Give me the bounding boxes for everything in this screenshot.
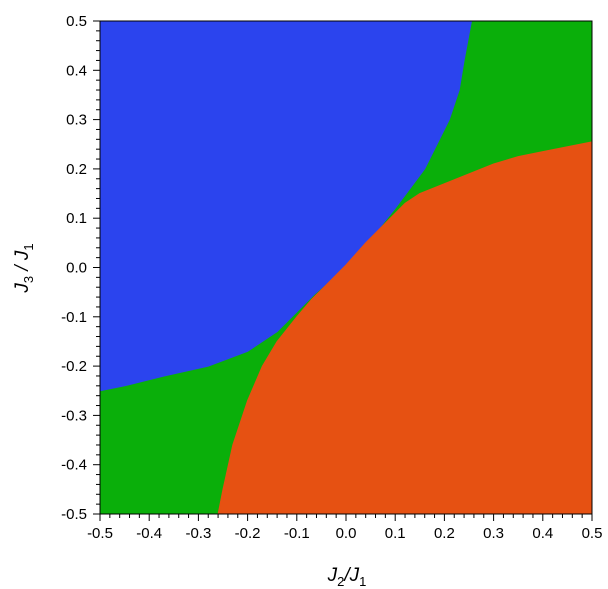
y-tick-label: 0.0	[66, 260, 87, 277]
y-tick-label: 0.1	[66, 210, 87, 227]
y-tick-label: -0.5	[61, 506, 87, 523]
x-tick-label: 0.3	[483, 525, 504, 542]
x-axis: -0.5 -0.4 -0.3 -0.2 -0.1 0.0 0.1 0.2 0.3 0.4 0.5	[87, 514, 602, 542]
plot-area	[99, 20, 593, 515]
y-tick-label: 0.2	[66, 161, 87, 178]
phase-region-orange	[217, 141, 593, 515]
y-axis-title: J3 / J1	[12, 243, 36, 293]
y-tick-label: -0.2	[61, 358, 87, 375]
y-tick-label: 0.4	[66, 62, 87, 79]
y-tick-label: 0.5	[66, 13, 87, 30]
y-tick-label: 0.3	[66, 112, 87, 129]
x-tick-label: -0.5	[87, 525, 113, 542]
x-tick-label: 0.1	[385, 525, 406, 542]
y-tick-label: -0.3	[61, 407, 87, 424]
x-axis-title: J2/J1	[327, 565, 367, 589]
x-tick-label: -0.3	[185, 525, 211, 542]
x-tick-label: -0.2	[235, 525, 261, 542]
y-axis: -0.5 -0.4 -0.3 -0.2 -0.1 0.0 0.1 0.2 0.3 0.4 0.5	[61, 13, 100, 523]
x-tick-label: 0.0	[336, 525, 357, 542]
x-tick-label: 0.5	[582, 525, 603, 542]
y-tick-label: -0.1	[61, 309, 87, 326]
x-tick-label: -0.1	[284, 525, 310, 542]
x-tick-label: 0.4	[532, 525, 553, 542]
x-tick-label: 0.2	[434, 525, 455, 542]
x-tick-label: -0.4	[136, 525, 162, 542]
y-tick-label: -0.4	[61, 457, 87, 474]
